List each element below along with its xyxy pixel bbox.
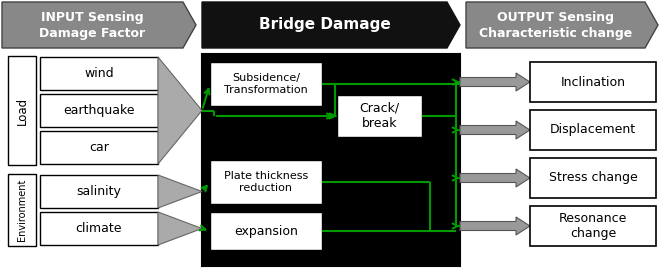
Text: wind: wind xyxy=(84,67,114,80)
Text: Bridge Damage: Bridge Damage xyxy=(259,18,391,32)
Polygon shape xyxy=(466,2,658,48)
Polygon shape xyxy=(158,57,202,164)
Polygon shape xyxy=(460,169,530,187)
Polygon shape xyxy=(460,217,530,235)
Bar xyxy=(337,95,422,137)
Text: OUTPUT Sensing
Characteristic change: OUTPUT Sensing Characteristic change xyxy=(479,11,632,39)
Text: climate: climate xyxy=(75,222,122,235)
Bar xyxy=(40,212,158,245)
Bar xyxy=(210,212,322,250)
Bar xyxy=(530,62,656,102)
Polygon shape xyxy=(2,2,196,48)
Text: salinity: salinity xyxy=(77,185,121,198)
Polygon shape xyxy=(158,212,202,245)
Bar xyxy=(40,131,158,164)
Polygon shape xyxy=(460,73,530,91)
Bar xyxy=(8,56,36,165)
Bar xyxy=(40,57,158,90)
Text: Displacement: Displacement xyxy=(550,123,636,137)
Bar xyxy=(210,160,322,204)
Bar xyxy=(8,174,36,246)
Text: Environment: Environment xyxy=(17,179,27,241)
Text: Inclination: Inclination xyxy=(561,76,626,89)
Text: Resonance
change: Resonance change xyxy=(559,212,627,240)
Bar xyxy=(40,94,158,127)
Text: expansion: expansion xyxy=(234,224,298,238)
Polygon shape xyxy=(460,121,530,139)
Bar xyxy=(202,54,460,266)
Text: Load: Load xyxy=(15,96,28,124)
Text: Plate thickness
reduction: Plate thickness reduction xyxy=(224,171,308,193)
Text: Subsidence/
Transformation: Subsidence/ Transformation xyxy=(224,73,308,95)
Text: INPUT Sensing
Damage Factor: INPUT Sensing Damage Factor xyxy=(40,11,146,39)
Polygon shape xyxy=(158,175,202,208)
Bar xyxy=(530,110,656,150)
Text: car: car xyxy=(89,141,109,154)
Bar xyxy=(210,62,322,106)
Polygon shape xyxy=(202,2,460,48)
Bar xyxy=(530,158,656,198)
Bar xyxy=(40,175,158,208)
Bar xyxy=(530,206,656,246)
Text: Crack/
break: Crack/ break xyxy=(359,102,400,130)
Text: earthquake: earthquake xyxy=(64,104,135,117)
Text: Stress change: Stress change xyxy=(549,171,638,184)
